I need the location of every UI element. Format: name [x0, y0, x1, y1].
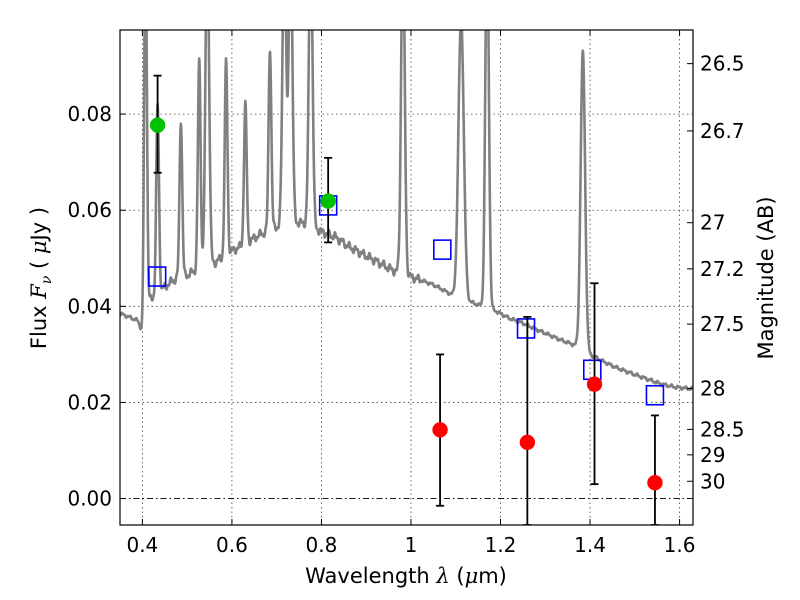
red-photometry-point [586, 376, 603, 392]
green-photometry-point [149, 117, 166, 133]
y2-tick-label: 27.2 [700, 257, 745, 281]
ticks: 0.4 0.6 0.8 1 1.2 1.4 1.6 0.00 0.02 0.04 0.06 0.08 2… [67, 30, 745, 557]
y2-axis-label: Magnitude (AB) [754, 196, 778, 359]
green-photometry-point [320, 193, 336, 209]
x-tick-label: 1.4 [574, 533, 606, 557]
model-photometry-box [433, 239, 452, 260]
y2-tick-label: 28.5 [700, 417, 745, 441]
y-axis-label: Flux Fν ( μJy ) [27, 207, 55, 349]
x-tick-label: 1 [405, 533, 418, 557]
model-photometry-box [516, 318, 536, 339]
y2-tick-label: 27.5 [700, 312, 745, 336]
red-photometry-point [432, 422, 448, 438]
model-photometry-box [147, 266, 167, 287]
red-photometry-point [519, 434, 536, 451]
x-tick-label: 0.4 [126, 533, 158, 557]
y2-tick-label: 30 [700, 469, 725, 493]
y2-tick-label: 29 [700, 443, 725, 467]
y-tick-label: 0.04 [67, 294, 112, 318]
x-tick-label: 1.6 [664, 533, 696, 557]
model-spectrum-line [120, 30, 693, 392]
grid [120, 30, 693, 525]
y2-tick-label: 28 [700, 377, 725, 401]
y-tick-label: 0.00 [67, 487, 112, 511]
y2-tick-label: 26.7 [700, 119, 745, 143]
x-tick-label: 0.6 [216, 533, 248, 557]
x-axis-label: Wavelength λ (μm) [305, 564, 507, 588]
plot-frame [119, 29, 694, 526]
red-photometry-point [647, 474, 663, 491]
model-photometry-box [645, 384, 665, 406]
x-tick-label: 1.2 [485, 533, 517, 557]
y2-tick-label: 26.5 [700, 52, 745, 76]
y-tick-label: 0.02 [67, 390, 112, 414]
plot-area [120, 30, 693, 525]
y2-tick-label: 27 [700, 211, 725, 235]
x-tick-label: 0.8 [306, 533, 338, 557]
y-tick-label: 0.06 [67, 198, 112, 222]
y-tick-label: 0.08 [67, 102, 112, 126]
